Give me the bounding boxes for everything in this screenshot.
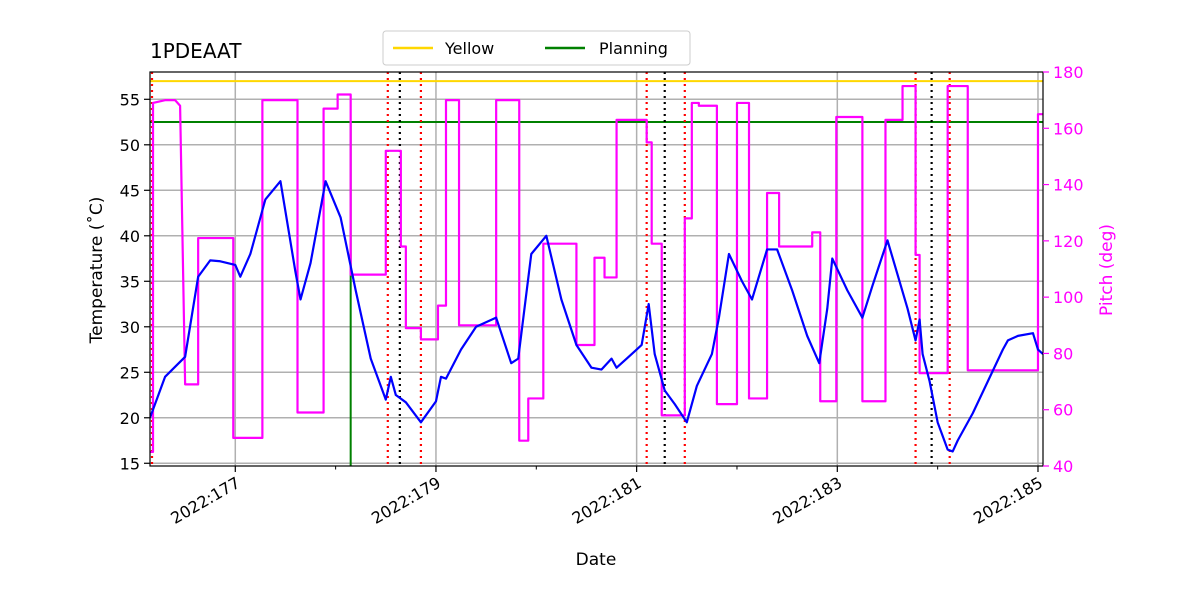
y-left-tick-label-2: 25 (120, 363, 140, 382)
x-tick-label-1: 2022:179 (368, 473, 444, 528)
y-left-tick-label-8: 55 (120, 90, 140, 109)
series (150, 84, 1043, 454)
y-right-tick-label-7: 180 (1053, 63, 1084, 82)
y-right-tick-label-3: 100 (1053, 288, 1084, 307)
y-left-tick-label-1: 20 (120, 409, 140, 428)
y-right-tick-label-2: 80 (1053, 344, 1073, 363)
y-right-tick-label-4: 120 (1053, 232, 1084, 251)
x-tick-label-0: 2022:177 (167, 473, 243, 528)
y-left-tick-label-4: 35 (120, 272, 140, 291)
y-left-tick-label-5: 40 (120, 227, 140, 246)
x-tick-label-3: 2022:183 (769, 473, 845, 528)
legend: Yellow Planning (382, 30, 691, 66)
legend-label-planning: Planning (599, 39, 668, 58)
y-right-tick-label-0: 40 (1053, 457, 1073, 476)
x-tick-label-4: 2022:185 (970, 473, 1046, 528)
y-left-tick-label-6: 45 (120, 181, 140, 200)
chart-title: 1PDEAAT (150, 39, 242, 63)
y-axis-left-ticks: 15 20 25 30 35 40 45 50 55 (120, 90, 150, 473)
grid (150, 72, 1043, 466)
y-left-tick-label-0: 15 (120, 454, 140, 473)
series-line-pitch (150, 84, 1043, 454)
y-right-tick-label-1: 60 (1053, 401, 1073, 420)
y-left-tick-label-3: 30 (120, 318, 140, 337)
y-axis-right-ticks: 40 60 80 100 120 140 160 180 (1043, 63, 1084, 476)
legend-box (382, 30, 691, 66)
legend-label-yellow: Yellow (444, 39, 494, 58)
plot-frame (149, 71, 1044, 467)
limit-lines (150, 80, 1043, 466)
x-axis-label: Date (576, 550, 617, 570)
y-right-tick-label-6: 160 (1053, 119, 1084, 138)
x-axis-ticks: 2022:177 2022:179 2022:181 2022:183 2022:185 (167, 466, 1046, 528)
y-axis-right-label: Pitch (deg) (1097, 224, 1117, 316)
series-line-temperature (150, 180, 1043, 453)
vertical-markers (150, 72, 951, 466)
y-axis-left-label: Temperature (˚C) (86, 197, 107, 345)
y-left-tick-label-7: 50 (120, 136, 140, 155)
y-right-tick-label-5: 140 (1053, 176, 1084, 195)
x-tick-label-2: 2022:181 (569, 473, 645, 528)
